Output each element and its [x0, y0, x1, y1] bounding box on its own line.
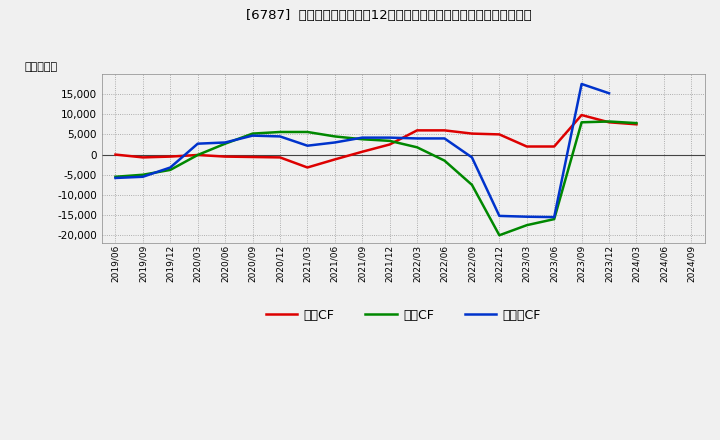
営業CF: [358, 149, 366, 154]
Line: フリーCF: フリーCF: [115, 84, 609, 217]
フリーCF: [303, 143, 312, 148]
営業CF: [248, 154, 257, 160]
営業CF: [303, 165, 312, 170]
投資CF: [330, 134, 339, 139]
Line: 営業CF: 営業CF: [115, 115, 636, 168]
フリーCF: [138, 174, 147, 180]
営業CF: [605, 120, 613, 125]
投資CF: [276, 129, 284, 135]
営業CF: [166, 154, 175, 159]
フリーCF: [440, 136, 449, 141]
営業CF: [495, 132, 504, 137]
フリーCF: [276, 134, 284, 139]
フリーCF: [413, 136, 421, 141]
投資CF: [358, 136, 366, 142]
フリーCF: [605, 91, 613, 96]
投資CF: [523, 223, 531, 228]
投資CF: [632, 121, 641, 126]
投資CF: [194, 152, 202, 158]
投資CF: [413, 145, 421, 150]
投資CF: [577, 120, 586, 125]
フリーCF: [385, 135, 394, 140]
Legend: 営業CF, 投資CF, フリーCF: 営業CF, 投資CF, フリーCF: [261, 304, 546, 327]
フリーCF: [358, 135, 366, 140]
投資CF: [303, 129, 312, 135]
投資CF: [495, 233, 504, 238]
投資CF: [221, 141, 230, 147]
営業CF: [111, 152, 120, 157]
営業CF: [440, 128, 449, 133]
営業CF: [550, 144, 559, 149]
フリーCF: [194, 141, 202, 147]
フリーCF: [467, 155, 476, 160]
フリーCF: [330, 140, 339, 145]
営業CF: [523, 144, 531, 149]
投資CF: [166, 167, 175, 172]
投資CF: [605, 119, 613, 124]
営業CF: [577, 112, 586, 117]
投資CF: [467, 182, 476, 187]
営業CF: [221, 154, 230, 159]
フリーCF: [523, 214, 531, 220]
投資CF: [385, 138, 394, 143]
営業CF: [194, 152, 202, 158]
Line: 投資CF: 投資CF: [115, 121, 636, 235]
フリーCF: [166, 165, 175, 170]
営業CF: [467, 131, 476, 136]
フリーCF: [550, 214, 559, 220]
フリーCF: [495, 213, 504, 219]
営業CF: [138, 155, 147, 160]
営業CF: [330, 157, 339, 162]
投資CF: [138, 172, 147, 177]
フリーCF: [111, 175, 120, 180]
フリーCF: [221, 140, 230, 145]
フリーCF: [577, 81, 586, 87]
営業CF: [276, 155, 284, 160]
フリーCF: [248, 133, 257, 138]
営業CF: [385, 142, 394, 147]
投資CF: [248, 131, 257, 136]
営業CF: [413, 128, 421, 133]
営業CF: [632, 122, 641, 127]
投資CF: [111, 174, 120, 180]
Text: [6787]  キャッシュフローの12か月移動合計の対前年同期増減額の推移: [6787] キャッシュフローの12か月移動合計の対前年同期増減額の推移: [246, 9, 531, 22]
Y-axis label: （百万円）: （百万円）: [25, 62, 58, 72]
投資CF: [550, 216, 559, 222]
投資CF: [440, 158, 449, 163]
